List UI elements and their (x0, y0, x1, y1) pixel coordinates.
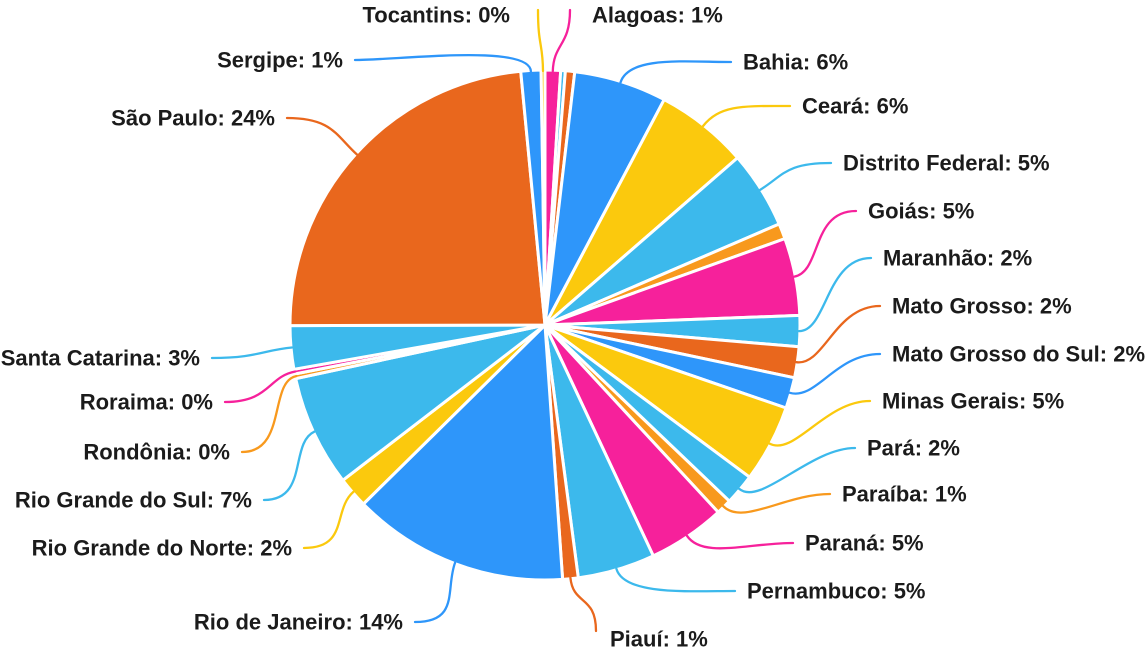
slice-label-minas-gerais: Minas Gerais: 5% (882, 389, 1064, 414)
leader-line-minas-gerais (768, 399, 872, 447)
slice-label-alagoas: Alagoas: 1% (592, 3, 723, 28)
leader-line-roraima (223, 370, 297, 404)
slice-label-maranhao: Maranhão: 2% (883, 246, 1032, 271)
slice-label-rondonia: Rondônia: 0% (83, 440, 230, 465)
leader-line-paraiba (721, 492, 832, 514)
leader-line-rondonia (240, 374, 298, 454)
leader-line-rio-grande-do-norte (302, 490, 355, 550)
slice-label-mato-grosso: Mato Grosso: 2% (892, 294, 1072, 319)
slice-label-paraiba: Paraíba: 1% (842, 482, 967, 507)
slice-label-rio-grande-do-sul: Rio Grande do Sul: 7% (15, 488, 252, 513)
pie-slice-sao-paulo[interactable] (288, 69, 547, 328)
slice-label-santa-catarina: Santa Catarina: 3% (1, 346, 200, 371)
slice-label-roraima: Roraima: 0% (80, 390, 213, 415)
leader-line-mato-grosso (795, 304, 882, 364)
leader-line-bahia (619, 60, 733, 84)
leader-line-mato-grosso-do-sul (788, 352, 882, 395)
leader-line-maranhao (797, 256, 873, 333)
leader-line-santa-catarina (210, 346, 294, 360)
slice-label-mato-grosso-do-sul: Mato Grosso do Sul: 2% (892, 342, 1145, 367)
leader-line-tocantins (536, 8, 545, 73)
leader-line-piaui (569, 576, 598, 633)
leader-line-rio-de-janeiro (413, 561, 457, 624)
leader-line-goias (793, 209, 858, 278)
leader-line-ceara (701, 104, 792, 128)
leader-line-para (737, 446, 857, 494)
slice-label-bahia: Bahia: 6% (743, 50, 848, 75)
leader-line-alagoas (551, 8, 572, 73)
leader-line-parana (685, 534, 795, 550)
slice-label-sergipe: Sergipe: 1% (217, 48, 343, 73)
slice-label-goias: Goiás: 5% (868, 199, 974, 224)
slice-label-distrito-federal: Distrito Federal: 5% (843, 151, 1050, 176)
leader-line-pernambuco (615, 567, 737, 593)
slice-label-piaui: Piauí: 1% (610, 627, 708, 652)
slice-label-para: Pará: 2% (867, 436, 960, 461)
leader-line-sao-paulo (285, 116, 358, 156)
leader-line-rio-grande-do-sul (262, 430, 316, 502)
slice-label-parana: Paraná: 5% (805, 531, 924, 556)
slice-label-tocantins: Tocantins: 0% (362, 3, 510, 28)
leader-line-distrito-federal (758, 161, 833, 192)
leader-line-sergipe (353, 53, 533, 73)
slice-label-rio-de-janeiro: Rio de Janeiro: 14% (194, 610, 403, 635)
slice-label-ceara: Ceará: 6% (802, 94, 908, 119)
slice-label-pernambuco: Pernambuco: 5% (747, 579, 926, 604)
slice-label-sao-paulo: São Paulo: 24% (111, 106, 275, 131)
slice-label-rio-grande-do-norte: Rio Grande do Norte: 2% (32, 536, 292, 561)
